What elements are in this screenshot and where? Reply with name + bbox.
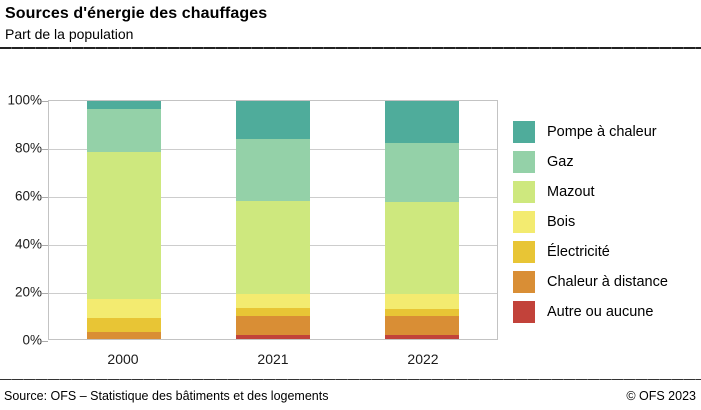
bar-segment: [385, 335, 460, 339]
legend-label: Pompe à chaleur: [547, 124, 657, 140]
bar-segment: [235, 335, 310, 339]
bar-segment: [86, 331, 161, 339]
y-axis-tick-label: 40%: [14, 236, 42, 252]
bar-segment: [235, 200, 310, 294]
stacked-bar-2022: [385, 101, 460, 339]
legend-item: Mazout: [513, 181, 668, 203]
x-axis-label-2021: 2021: [257, 351, 289, 367]
bar-segment: [86, 298, 161, 318]
bar-segment: [235, 139, 310, 201]
y-axis-tick: [42, 292, 48, 294]
bar-band-2000: [49, 101, 198, 339]
page-subtitle: Part de la population: [5, 26, 134, 42]
footer-copyright: © OFS 2023: [626, 389, 696, 403]
y-axis-tick: [42, 244, 48, 246]
bar-segment: [86, 317, 161, 332]
header-divider: [0, 47, 701, 49]
bars-container: [49, 101, 497, 339]
bar-segment: [235, 293, 310, 309]
bar-segment: [385, 316, 460, 336]
legend-label: Électricité: [547, 244, 610, 260]
legend-swatch: [513, 151, 535, 173]
legend-swatch: [513, 211, 535, 233]
x-axis-label-2000: 2000: [107, 351, 139, 367]
y-axis-tick-label: 80%: [14, 140, 42, 156]
legend-label: Bois: [547, 214, 576, 230]
legend-item: Électricité: [513, 241, 668, 263]
y-axis-tick-label: 100%: [7, 92, 42, 108]
page-title: Sources d'énergie des chauffages: [5, 5, 268, 22]
legend-label: Chaleur à distance: [547, 274, 668, 290]
plot-area: [42, 100, 498, 342]
y-axis-tick: [42, 340, 48, 342]
x-axis-labels: 2000 2021 2022: [48, 351, 498, 367]
footer-source-text: Source: OFS – Statistique des bâtiments …: [4, 389, 329, 403]
bar-segment: [235, 316, 310, 336]
bar-segment: [385, 309, 460, 317]
x-axis-label-2022: 2022: [407, 351, 439, 367]
stacked-bar-2000: [86, 101, 161, 339]
y-axis-tick-label: 0%: [22, 332, 42, 348]
legend-swatch: [513, 271, 535, 293]
legend-item: Autre ou aucune: [513, 301, 668, 323]
bar-segment: [385, 101, 460, 143]
legend-swatch: [513, 181, 535, 203]
bar-segment: [235, 101, 310, 140]
legend-swatch: [513, 301, 535, 323]
legend-item: Gaz: [513, 151, 668, 173]
chart-legend: Pompe à chaleur Gaz Mazout Bois Électricité C…: [513, 121, 668, 331]
y-axis-labels: 100% 80% 60% 40% 20% 0%: [0, 93, 42, 348]
bar-segment: [385, 202, 460, 294]
stacked-bar-2021: [235, 101, 310, 339]
y-axis-tick: [42, 196, 48, 198]
legend-label: Autre ou aucune: [547, 304, 654, 320]
legend-label: Mazout: [547, 184, 595, 200]
bar-segment: [86, 101, 161, 110]
y-axis-tick: [42, 148, 48, 150]
bar-segment: [235, 308, 310, 317]
legend-item: Chaleur à distance: [513, 271, 668, 293]
legend-item: Pompe à chaleur: [513, 121, 668, 143]
bar-segment: [385, 142, 460, 203]
bar-segment: [86, 109, 161, 153]
y-axis-tick: [42, 100, 48, 102]
footer-divider: [0, 379, 701, 380]
bar-segment: [385, 293, 460, 310]
y-axis-tick-label: 20%: [14, 284, 42, 300]
legend-item: Bois: [513, 211, 668, 233]
bar-band-2022: [348, 101, 497, 339]
legend-swatch: [513, 241, 535, 263]
legend-swatch: [513, 121, 535, 143]
bar-segment: [86, 152, 161, 299]
bar-band-2021: [198, 101, 347, 339]
y-axis-tick-label: 60%: [14, 188, 42, 204]
legend-label: Gaz: [547, 154, 574, 170]
